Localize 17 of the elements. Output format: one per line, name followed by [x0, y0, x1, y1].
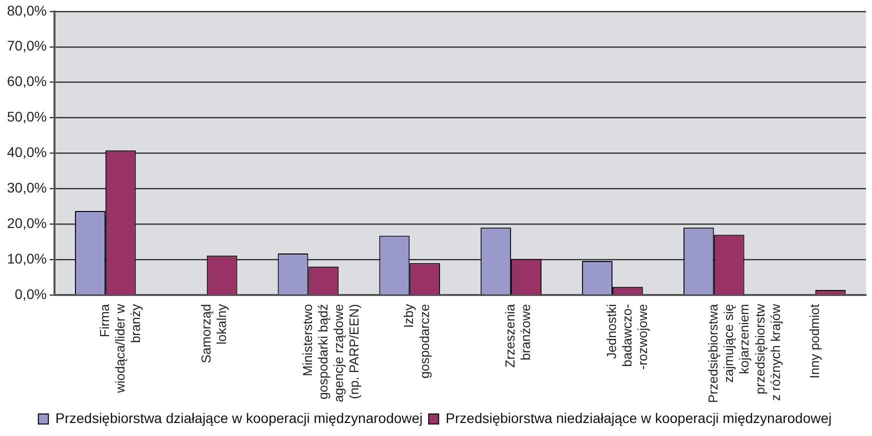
- x-tick-label: Inny podmiot: [806, 304, 822, 378]
- y-tick-label: 80,0%: [6, 2, 47, 18]
- y-tick-label: 10,0%: [6, 250, 47, 266]
- y-tick-label: 20,0%: [6, 214, 47, 231]
- y-tick-label: 50,0%: [6, 108, 47, 125]
- x-tick-label: Zrzeszenia branżowe: [502, 303, 534, 368]
- y-tick-label: 40,0%: [6, 144, 47, 160]
- legend-label: Przedsiębiorstwa niedziałające w kooperacji międzynarodowej: [446, 410, 832, 426]
- x-tick-label: Firma wiodąca/lider w branży: [96, 303, 144, 394]
- x-tick-label: Samorząd lokalny: [198, 304, 229, 364]
- x-tick-label: Ministerstwo gospodarki bądź agencje rządowe (np. PARP/EEN): [300, 304, 362, 402]
- y-tick-label: 30,0%: [6, 180, 47, 196]
- x-tick-label: Jednostki badawczo- -rozwojowe: [604, 304, 650, 370]
- y-tick-label: 70,0%: [6, 38, 47, 54]
- y-tick-label: 0,0%: [14, 286, 47, 302]
- legend-label: Przedsiębiorstwa działające w kooperacji międzynarodowej: [55, 410, 423, 426]
- y-tick-label: 60,0%: [6, 73, 47, 90]
